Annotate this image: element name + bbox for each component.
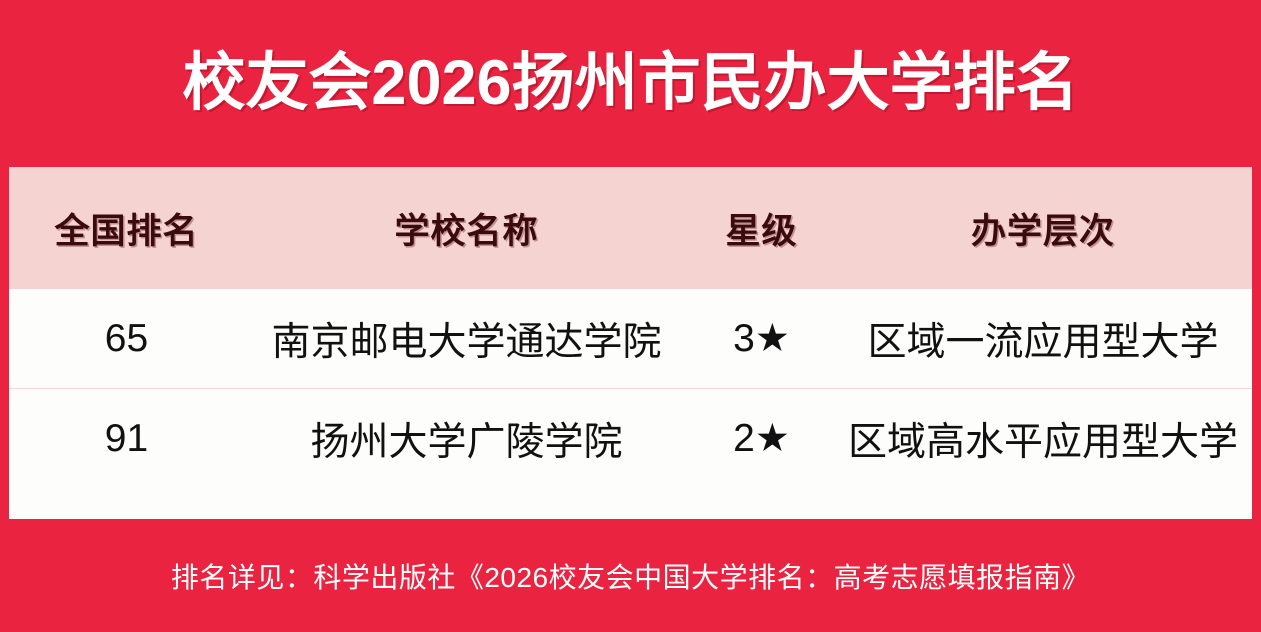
cell-school: 南京邮电大学通达学院 bbox=[271, 320, 662, 364]
column-header-star: 星级 bbox=[725, 211, 798, 251]
column-header-rank: 全国排名 bbox=[54, 211, 199, 251]
column-header-level: 办学层次 bbox=[970, 211, 1115, 251]
cell-rank: 65 bbox=[104, 316, 149, 360]
cell-star-rating: 3★ bbox=[733, 317, 790, 360]
poster-title-bar: 校友会2026扬州市民办大学排名 bbox=[0, 0, 1261, 167]
cell-school: 扬州大学广陵学院 bbox=[310, 420, 623, 464]
cell-star-rating: 2★ bbox=[733, 417, 790, 460]
ranking-table: 全国排名 学校名称 星级 办学层次 65 南京邮电大学通达学院 3★ 区域一流应… bbox=[9, 167, 1252, 519]
cell-rank: 91 bbox=[104, 416, 149, 460]
page-title: 校友会2026扬州市民办大学排名 bbox=[182, 48, 1079, 118]
table-header-row: 全国排名 学校名称 星级 办学层次 bbox=[9, 167, 1252, 289]
table-row: 65 南京邮电大学通达学院 3★ 区域一流应用型大学 bbox=[9, 289, 1252, 388]
table-row: 91 扬州大学广陵学院 2★ 区域高水平应用型大学 bbox=[9, 388, 1252, 488]
column-header-school: 学校名称 bbox=[394, 211, 539, 251]
source-note: 排名详见：科学出版社《2026校友会中国大学排名：高考志愿填报指南》 bbox=[170, 561, 1091, 593]
cell-level: 区域一流应用型大学 bbox=[867, 320, 1219, 364]
cell-level: 区域高水平应用型大学 bbox=[847, 420, 1238, 464]
poster-footer: 排名详见：科学出版社《2026校友会中国大学排名：高考志愿填报指南》 bbox=[0, 519, 1261, 632]
